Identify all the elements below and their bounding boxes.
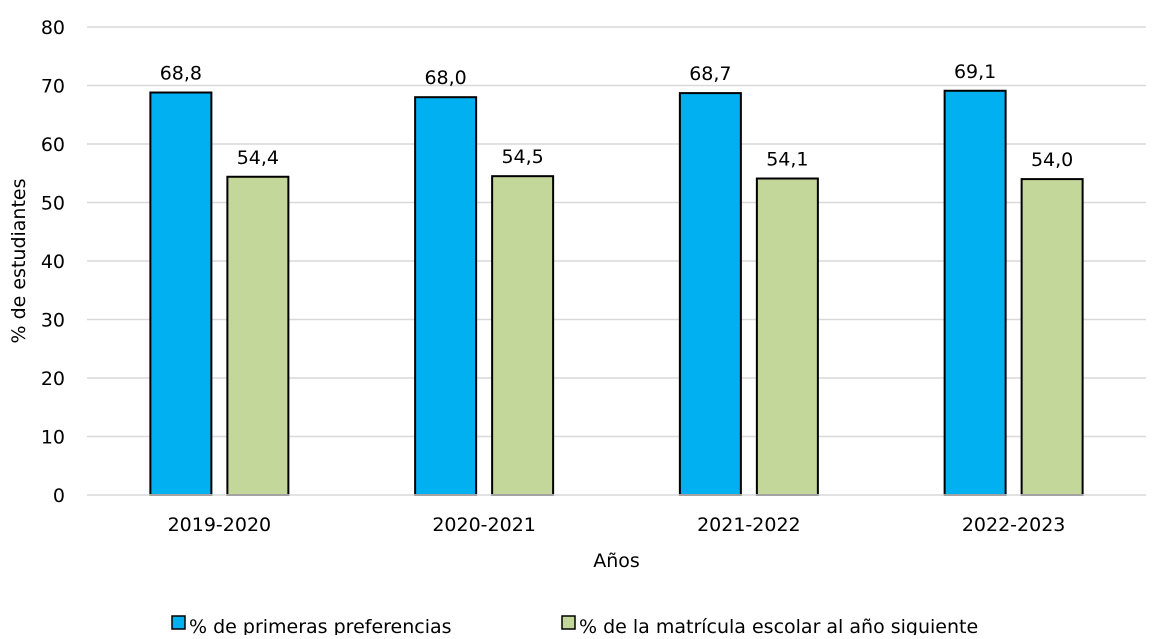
legend-swatch (561, 615, 576, 630)
x-tick-label: 2022-2023 (962, 514, 1066, 536)
y-tick-label: 30 (41, 310, 65, 332)
y-axis-title: % de estudiantes (8, 178, 30, 343)
bar-matricula-escolar (491, 175, 555, 497)
bar-matricula-escolar (1020, 178, 1084, 496)
x-axis-title: Años (593, 550, 640, 572)
x-tick-label: 2020-2021 (432, 514, 536, 536)
y-tick-label: 40 (41, 251, 65, 273)
data-label: 54,5 (501, 146, 543, 168)
bar-primeras-preferencias (943, 89, 1007, 496)
data-label: 54,0 (1031, 149, 1073, 171)
data-label: 69,1 (954, 61, 996, 83)
x-axis-ticks: 2019-2020 2020-2021 2021-2022 2022-2023 (168, 514, 1066, 536)
x-tick-label: 2019-2020 (168, 514, 272, 536)
bars (149, 89, 1084, 497)
bar-matricula-escolar (226, 175, 290, 496)
y-tick-label: 10 (41, 427, 65, 449)
y-tick-label: 70 (41, 76, 65, 98)
y-tick-label: 0 (53, 485, 65, 507)
data-labels: 68,8 54,4 68,0 54,5 68,7 54,1 69,1 54,0 (160, 61, 1074, 171)
x-tick-label: 2021-2022 (697, 514, 801, 536)
data-label: 68,0 (424, 67, 466, 89)
y-tick-label: 60 (41, 134, 65, 156)
data-label: 68,8 (160, 63, 202, 85)
legend-swatch (171, 615, 186, 630)
legend-label: % de primeras preferencias (189, 616, 452, 635)
legend-label: % de la matrícula escolar al año siguien… (579, 616, 978, 635)
data-label: 54,1 (766, 149, 808, 171)
bar-matricula-escolar (755, 177, 819, 496)
legend: % de primeras preferencias % de la matríc… (171, 615, 978, 638)
y-tick-label: 50 (41, 193, 65, 215)
data-label: 68,7 (689, 63, 731, 85)
bar-primeras-preferencias (149, 91, 213, 497)
y-axis-ticks: 0 10 20 30 40 50 60 70 80 (41, 17, 65, 507)
bar-primeras-preferencias (414, 96, 478, 496)
y-tick-label: 80 (41, 17, 65, 39)
bar-primeras-preferencias (678, 92, 742, 496)
y-tick-label: 20 (41, 368, 65, 390)
data-label: 54,4 (237, 147, 279, 169)
